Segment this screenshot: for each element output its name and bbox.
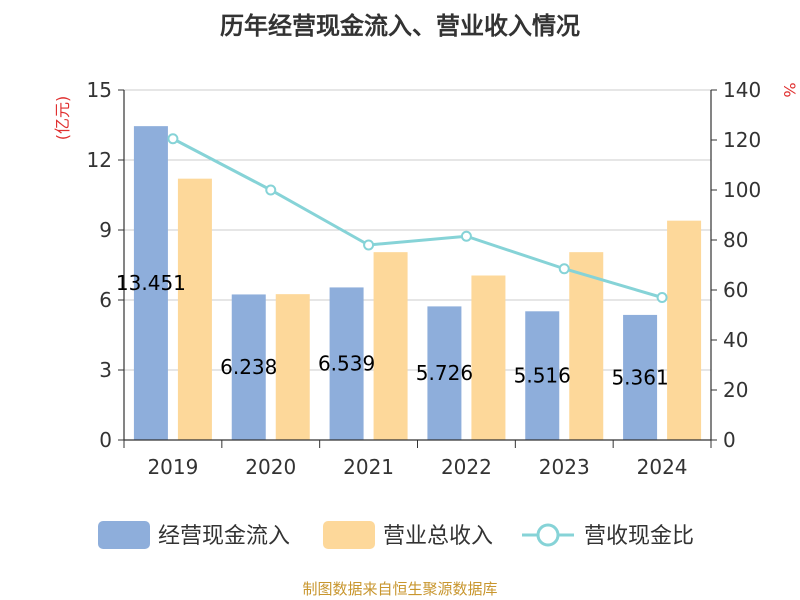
left-axis-tick-label: 12 xyxy=(87,148,112,172)
bar-revenue xyxy=(177,178,212,440)
data-label-cash-inflow: 13.451 xyxy=(116,271,186,295)
bar-cash-inflow xyxy=(329,287,364,440)
left-axis-tick-label: 15 xyxy=(87,78,112,102)
legend-swatch-ratio-marker xyxy=(536,523,560,547)
right-axis-tick-label: 60 xyxy=(723,278,748,302)
data-label-cash-inflow: 5.726 xyxy=(416,361,473,385)
right-axis-tick-label: 80 xyxy=(723,228,748,252)
right-axis-tick-label: 20 xyxy=(723,378,748,402)
data-label-cash-inflow: 5.361 xyxy=(611,365,668,389)
bar-revenue xyxy=(569,252,604,440)
ratio-point xyxy=(265,184,277,196)
bars xyxy=(133,126,702,440)
data-labels: 13.451 6.238 6.539 5.726 5.516 5.361 xyxy=(116,271,669,389)
right-axis-tick-label: 0 xyxy=(723,428,736,452)
right-axis-tick-label: 120 xyxy=(723,128,761,152)
x-axis-tick-label: 2022 xyxy=(441,455,492,479)
left-axis-unit: (亿元) xyxy=(53,96,72,141)
right-axis-tick-label: 100 xyxy=(723,178,761,202)
x-axis-tick-label: 2024 xyxy=(637,455,688,479)
ratio-point xyxy=(167,133,179,145)
bar-cash-inflow xyxy=(427,306,462,440)
bar-revenue xyxy=(667,220,702,440)
x-axis-tick-label: 2021 xyxy=(343,455,394,479)
data-label-cash-inflow: 6.238 xyxy=(220,355,277,379)
data-label-cash-inflow: 6.539 xyxy=(318,352,375,376)
bar-cash-inflow xyxy=(133,126,168,440)
left-axis-tick-label: 3 xyxy=(99,358,112,382)
legend-label-revenue: 营业总收入 xyxy=(383,524,493,549)
right-axis-tick-label: 140 xyxy=(723,78,761,102)
legend: 经营现金流入 营业总收入 营收现金比 xyxy=(98,521,694,549)
legend-label-ratio: 营收现金比 xyxy=(584,524,694,549)
legend-label-cash-inflow: 经营现金流入 xyxy=(158,524,290,549)
grid-lines xyxy=(124,89,711,371)
left-axis-tick-label: 6 xyxy=(99,288,112,312)
data-label-cash-inflow: 5.516 xyxy=(514,364,571,388)
ratio-point xyxy=(460,230,472,242)
source-note: 制图数据来自恒生聚源数据库 xyxy=(302,580,497,598)
legend-swatch-cash-inflow xyxy=(98,521,150,549)
ratio-point xyxy=(363,239,375,251)
bar-revenue xyxy=(471,275,506,440)
x-axis-tick-label: 2019 xyxy=(147,455,198,479)
ratio-point xyxy=(558,263,570,275)
x-axis-tick-label: 2023 xyxy=(539,455,590,479)
ratio-point xyxy=(656,292,668,303)
bar-cash-inflow xyxy=(231,294,266,440)
ratio-line xyxy=(167,133,668,303)
right-axis-tick-label: 40 xyxy=(723,328,748,352)
x-axis-tick-label: 2020 xyxy=(245,455,296,479)
legend-swatch-revenue xyxy=(323,521,375,549)
axes: 0 3 6 9 12 15 0 20 40 60 80 100 120 140 2019 2020 2021 20… xyxy=(87,78,762,479)
left-axis-tick-label: 9 xyxy=(99,218,112,242)
bar-revenue xyxy=(275,294,310,440)
ratio-line-path xyxy=(172,137,663,299)
bar-cash-inflow xyxy=(525,311,560,440)
left-axis-tick-label: 0 xyxy=(99,428,112,452)
bar-revenue xyxy=(373,252,408,440)
bar-cash-inflow xyxy=(623,314,658,440)
right-axis-unit: % xyxy=(780,82,799,97)
chart-title: 历年经营现金流入、营业收入情况 xyxy=(220,12,580,40)
